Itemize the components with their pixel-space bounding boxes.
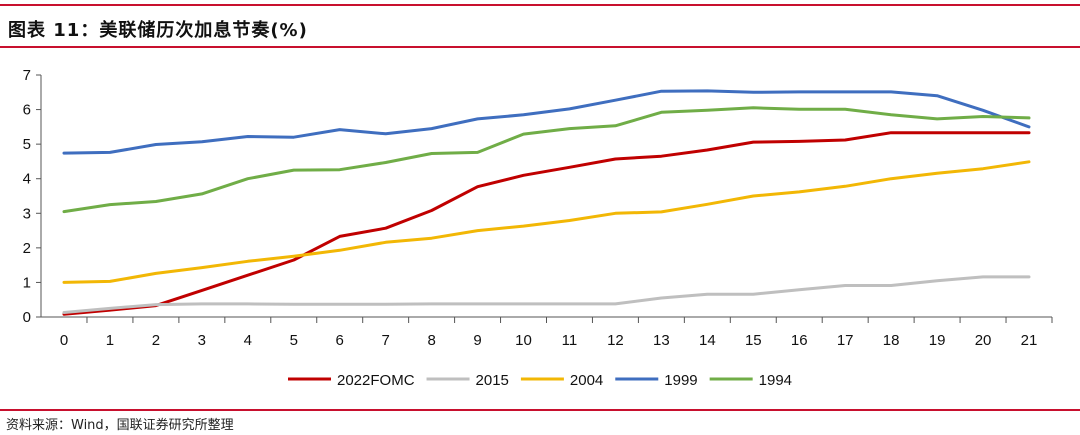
series-line-2015 <box>62 275 1031 314</box>
x-tick-label: 5 <box>290 332 298 349</box>
x-tick-label: 16 <box>791 332 808 349</box>
x-tick-label: 2 <box>152 332 160 349</box>
y-tick-label: 2 <box>23 240 31 257</box>
x-tick-label: 11 <box>562 332 578 349</box>
bottom-rule <box>0 409 1080 411</box>
legend-label-2022FOMC: 2022FOMC <box>337 372 415 389</box>
y-tick-label: 0 <box>23 309 31 326</box>
series-line-2022FOMC <box>62 131 1031 316</box>
chart-title: 图表 11：美联储历次加息节奏(%) <box>8 20 308 41</box>
source-note: 资料来源：Wind，国联证券研究所整理 <box>6 418 234 433</box>
x-tick-label: 7 <box>381 332 389 349</box>
title-rule <box>0 46 1080 48</box>
series-lines <box>62 89 1031 316</box>
x-tick-label: 1 <box>106 332 114 349</box>
legend-label-1994: 1994 <box>759 372 792 389</box>
x-tick-label: 6 <box>336 332 344 349</box>
x-tick-label: 21 <box>1021 332 1038 349</box>
legend-label-2015: 2015 <box>476 372 509 389</box>
x-tick-label: 14 <box>699 332 716 349</box>
series-line-1999 <box>62 89 1031 155</box>
y-tick-label: 7 <box>23 67 31 84</box>
y-tick-label: 5 <box>23 136 31 153</box>
top-rule <box>0 4 1080 6</box>
y-tick-label: 1 <box>23 274 31 291</box>
x-tick-label: 19 <box>929 332 946 349</box>
x-tick-label: 13 <box>653 332 670 349</box>
x-tick-label: 15 <box>745 332 762 349</box>
y-tick-label: 4 <box>23 171 31 188</box>
x-tick-label: 3 <box>198 332 206 349</box>
x-tick-label: 12 <box>607 332 624 349</box>
y-tick-label: 3 <box>23 205 31 222</box>
x-tick-label: 8 <box>427 332 435 349</box>
y-tick-label: 6 <box>23 102 31 119</box>
legend-label-2004: 2004 <box>570 372 603 389</box>
x-tick-label: 18 <box>883 332 900 349</box>
x-tick-label: 4 <box>244 332 252 349</box>
legend: 2022FOMC 2015 2004 1999 1994 <box>288 372 792 389</box>
series-line-2004 <box>62 160 1031 284</box>
x-tick-label: 0 <box>60 332 68 349</box>
x-tick-label: 10 <box>515 332 532 349</box>
x-tick-label: 17 <box>837 332 854 349</box>
legend-label-1999: 1999 <box>664 372 697 389</box>
series-line-1994 <box>62 106 1031 214</box>
x-tick-label: 9 <box>473 332 481 349</box>
x-tick-label: 20 <box>975 332 992 349</box>
